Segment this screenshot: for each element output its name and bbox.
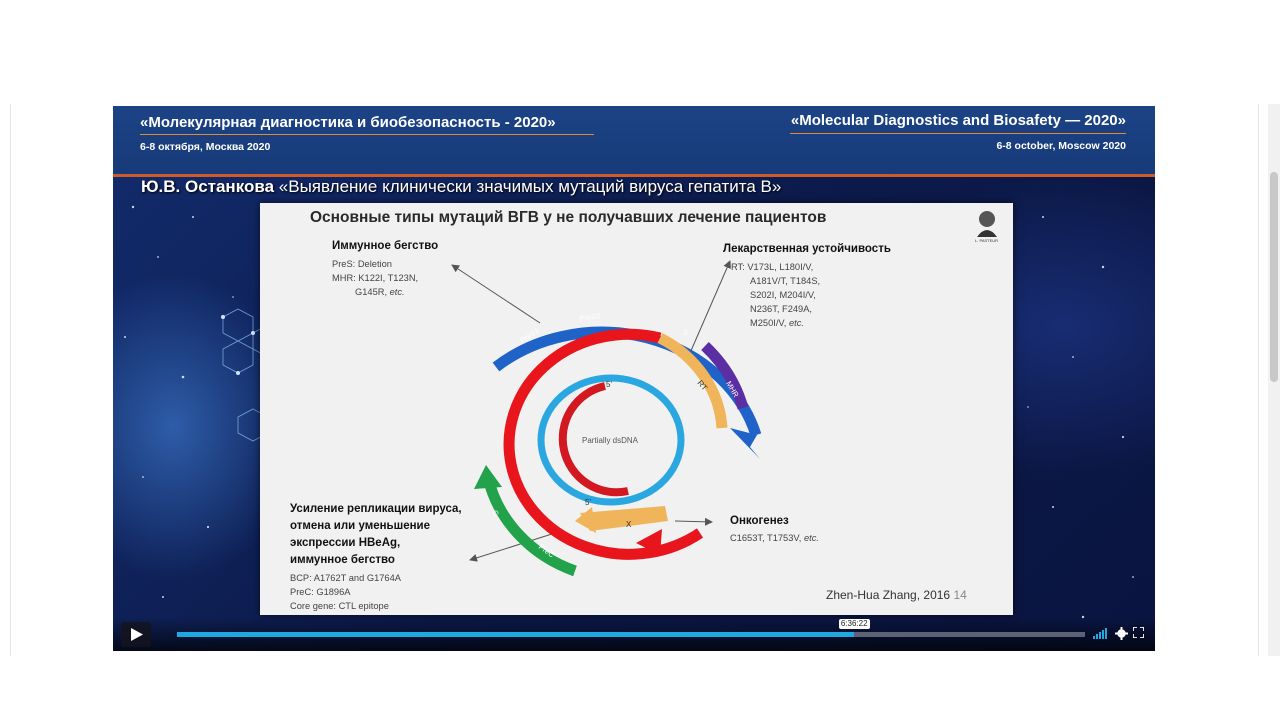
fullscreen-icon[interactable]	[1133, 627, 1144, 638]
immune-escape-line-3: G145R, etc.	[355, 285, 405, 299]
time-tooltip: 6:36:22	[838, 619, 870, 629]
oncogenesis-line-row: C1653T, T1753V, etc.	[730, 531, 819, 545]
segment-label: PreS2	[579, 311, 601, 323]
citation: Zhen-Hua Zhang, 2016	[826, 588, 951, 602]
conference-title-ru: «Молекулярная диагностика и биобезопасно…	[140, 114, 556, 131]
conference-title-en: «Molecular Diagnostics and Biosafety — 2…	[790, 112, 1126, 129]
inner-cyan-circle	[537, 374, 685, 506]
drug-resistance-line: M250I/V,	[750, 318, 787, 328]
segment-x-band	[580, 506, 668, 531]
progress-fill	[177, 632, 855, 637]
page-scrollbar-thumb[interactable]	[1270, 172, 1278, 382]
header-accent-line	[113, 174, 1155, 177]
logo-caption: L. PASTEUR	[975, 238, 998, 243]
drug-resistance-line: N236T, F249A,	[750, 304, 813, 314]
oncogenesis-etc: etc.	[803, 533, 819, 543]
video-player[interactable]: «Молекулярная диагностика и биобезопасно…	[113, 106, 1155, 651]
replication-heading-line: иммунное бегство	[290, 554, 395, 566]
replication-heading-line: экспрессии HBeAg,	[290, 537, 401, 549]
player-controls: 6:36:22	[113, 617, 1155, 651]
center-label: Partially dsDNA	[582, 436, 639, 445]
drug-resistance-line: A181V/T, T184S,	[750, 276, 821, 286]
slide-title: Основные типы мутаций ВГВ у не получавши…	[310, 209, 827, 226]
segment-green-arc	[482, 476, 577, 577]
title-underline-en	[790, 133, 1126, 134]
segment-label: X	[626, 520, 632, 529]
speaker-name: Ю.В. Останкова	[141, 177, 275, 196]
hbv-genome-diagram: PreS1 PreS2 S MHR PreC C RT X Partially …	[451, 260, 762, 577]
oncogenesis-line: C1653T, T1753V,	[730, 533, 802, 543]
talk-name: «Выявление клинически значимых мутаций в…	[278, 177, 782, 196]
conference-date-en: 6-8 october, Moscow 2020	[996, 140, 1126, 152]
immune-escape-etc: etc.	[389, 287, 405, 297]
immune-escape-line: G145R,	[355, 287, 388, 297]
talk-title: Ю.В. Останкова «Выявление клинически зна…	[141, 177, 781, 197]
segment-green-arrowhead	[474, 465, 502, 489]
progress-bar[interactable]: 6:36:22	[177, 619, 1085, 637]
replication-heading-line: отмена или уменьшение	[290, 520, 431, 532]
page-left-edge	[10, 104, 11, 656]
drug-resistance-heading: Лекарственная устойчивость	[723, 243, 891, 255]
replication-heading-line: Усиление репликации вируса,	[290, 503, 462, 515]
immune-escape-line: PreS: Deletion	[332, 259, 392, 269]
immune-escape-heading: Иммунное бегство	[332, 240, 439, 252]
five-prime-top: 5'	[606, 380, 612, 389]
drug-resistance-line: S202I, M204I/V,	[750, 290, 816, 300]
immune-escape-line: MHR: K122I, T123N,	[332, 273, 419, 283]
segment-label: S	[681, 328, 689, 338]
segment-mhr-arc	[701, 342, 749, 410]
play-button[interactable]	[121, 622, 151, 647]
segment-outer-red-arc	[503, 328, 704, 560]
page-right-edge	[1258, 104, 1259, 656]
oncogenesis-heading: Онкогенез	[730, 515, 789, 527]
pasteur-logo: L. PASTEUR	[975, 211, 998, 243]
segment-red-arrowhead	[636, 529, 662, 555]
drug-resistance-line-5: M250I/V, etc.	[750, 316, 804, 330]
segment-rt-arc	[657, 333, 728, 429]
annotation-arrows	[451, 260, 731, 562]
replication-line: BCP: A1762T and G1764A	[290, 573, 401, 583]
conference-date-ru: 6-8 октября, Москва 2020	[140, 141, 271, 153]
title-underline-ru	[140, 134, 594, 135]
settings-icon[interactable]	[1115, 627, 1128, 640]
drug-resistance-line: RT: V173L, L180I/V,	[731, 262, 814, 272]
volume-icon[interactable]	[1093, 627, 1109, 639]
segment-label: C	[490, 509, 501, 519]
five-prime-bottom: 5'	[585, 498, 591, 507]
play-icon	[131, 628, 143, 641]
conference-header: «Молекулярная диагностика и биобезопасно…	[113, 106, 1155, 174]
segment-blue-arrowhead	[730, 428, 760, 459]
replication-line: PreC: G1896A	[290, 587, 351, 597]
segment-x-arrowhead	[575, 507, 596, 533]
replication-line: Core gene: CTL epitope	[290, 601, 389, 611]
drug-resistance-etc: etc.	[788, 318, 804, 328]
presentation-slide: PreS1 PreS2 S MHR PreC C RT X Partially …	[260, 203, 1013, 615]
inner-red-arc	[558, 382, 629, 497]
slide-page-number: 14	[953, 588, 967, 602]
citation-row: Zhen-Hua Zhang, 2016 14	[826, 588, 967, 602]
